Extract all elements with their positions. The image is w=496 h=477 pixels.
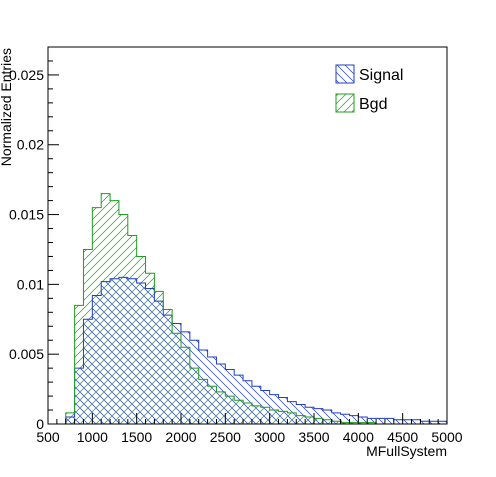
legend-signal-swatch <box>335 64 355 84</box>
x-tick-label: 4000 <box>343 429 374 445</box>
legend-signal-label: Signal <box>359 67 403 84</box>
y-axis-label: Normalized Entries <box>0 48 14 166</box>
x-tick-label: 3000 <box>254 429 285 445</box>
x-tick-label: 1000 <box>77 429 108 445</box>
x-axis-label: MFullSystem <box>366 443 447 459</box>
plot-area <box>48 193 448 425</box>
y-tick-label: 0.005 <box>9 346 44 362</box>
series-bgd-fill <box>48 193 447 424</box>
axes: 500 1000 1500 2000 2500 3000 3500 4000 4500 5000 0… <box>9 60 463 445</box>
x-tick-label: 3500 <box>298 429 329 445</box>
x-tick-label: 4500 <box>387 429 418 445</box>
series-bgd-outline <box>48 193 447 425</box>
y-tick-label: 0 <box>36 416 44 432</box>
y-tick-label: 0.015 <box>9 207 44 223</box>
legend: Signal Bgd <box>335 64 403 113</box>
legend-bgd-label: Bgd <box>359 96 387 113</box>
plot-frame <box>47 46 448 425</box>
x-tick-label: 500 <box>36 429 60 445</box>
x-tick-label: 2500 <box>210 429 241 445</box>
x-tick-label: 2000 <box>165 429 196 445</box>
x-tick-label: 1500 <box>121 429 152 445</box>
series-signal-outline <box>48 276 448 425</box>
y-tick-label: 0.01 <box>17 276 44 292</box>
legend-bgd-swatch <box>335 93 355 113</box>
y-tick-label: 0.025 <box>9 67 44 83</box>
x-tick-label: 5000 <box>431 429 462 445</box>
y-tick-label: 0.02 <box>17 137 44 153</box>
